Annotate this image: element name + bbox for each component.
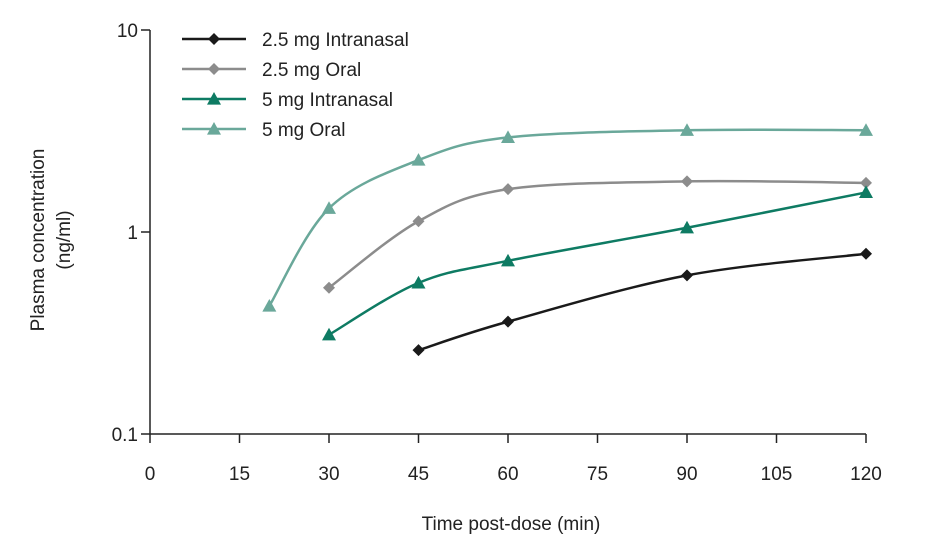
data-point	[859, 123, 873, 136]
x-tick-label: 60	[497, 464, 518, 485]
series-line	[328, 191, 867, 336]
data-point	[322, 201, 336, 214]
series-line	[328, 179, 867, 289]
x-tick-label: 0	[145, 464, 156, 485]
x-tick-label: 15	[229, 464, 250, 485]
legend-swatch-marker	[207, 92, 221, 105]
series-3	[322, 185, 873, 341]
data-point	[680, 220, 694, 234]
data-point	[411, 153, 426, 166]
data-point	[501, 130, 515, 143]
data-point	[681, 269, 693, 282]
x-tick-label: 45	[408, 464, 429, 485]
y-axis-title: Plasma concentration (ng/ml)	[28, 149, 75, 332]
data-point	[412, 344, 425, 357]
data-point	[860, 247, 872, 260]
series-4	[262, 123, 873, 312]
data-point	[502, 315, 514, 328]
y-tick-label: 0.1	[112, 425, 138, 446]
data-point	[860, 176, 872, 189]
series-2	[323, 175, 872, 294]
legend-swatch-marker	[208, 33, 220, 45]
data-point	[859, 185, 873, 199]
legend-item: 5 mg Intranasal	[182, 90, 393, 111]
legend-label: 2.5 mg Intranasal	[262, 30, 409, 51]
y-axis-title-line: Plasma concentration	[28, 149, 49, 332]
data-point	[262, 299, 277, 312]
x-tick-label: 75	[587, 464, 608, 485]
series-layer	[262, 123, 873, 357]
legend-item: 2.5 mg Oral	[182, 60, 361, 81]
legend-item: 5 mg Oral	[182, 120, 345, 141]
legend-swatch-marker	[207, 122, 221, 135]
series-line	[268, 128, 867, 307]
x-axis-title: Time post-dose (min)	[422, 514, 601, 535]
data-point	[411, 275, 426, 289]
x-tick-label: 90	[676, 464, 697, 485]
legend-label: 2.5 mg Oral	[262, 60, 361, 81]
legend: 2.5 mg Intranasal 2.5 mg Oral 5 mg Intrana…	[182, 30, 409, 141]
y-tick-label: 1	[127, 223, 138, 244]
data-point	[681, 175, 693, 188]
y-axis-title-line: (ng/ml)	[54, 210, 75, 269]
y-tick-label: 10	[117, 21, 138, 42]
legend-swatch-marker	[208, 63, 220, 75]
data-point	[502, 183, 514, 196]
x-tick-label: 105	[761, 464, 793, 485]
data-point	[680, 123, 694, 136]
legend-label: 5 mg Oral	[262, 120, 345, 141]
axes: 0 15 30 45 60 75 90 105 120 10 1 0.1 Time post-dose …	[28, 21, 882, 535]
data-point	[501, 253, 515, 267]
series-line	[418, 252, 867, 352]
x-tick-label: 30	[318, 464, 339, 485]
data-point	[322, 327, 336, 341]
data-point	[412, 215, 425, 228]
data-point	[323, 281, 335, 294]
legend-item: 2.5 mg Intranasal	[182, 30, 409, 51]
legend-label: 5 mg Intranasal	[262, 90, 393, 111]
series-1	[412, 247, 872, 357]
x-tick-label: 120	[850, 464, 882, 485]
